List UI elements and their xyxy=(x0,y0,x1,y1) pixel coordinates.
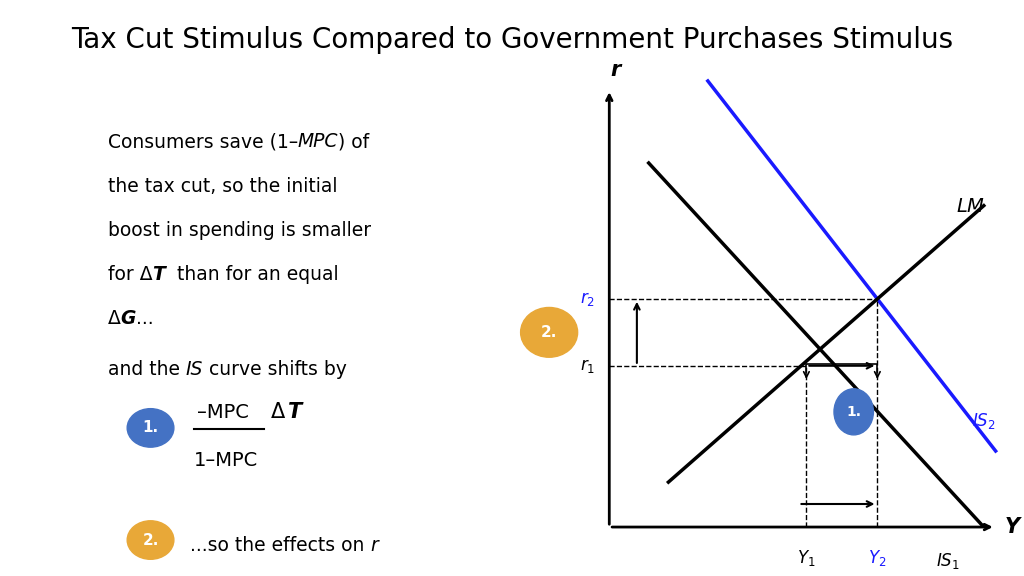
Text: and the: and the xyxy=(108,359,185,378)
Text: MPC: MPC xyxy=(298,132,338,151)
Text: for Δ: for Δ xyxy=(108,265,153,284)
Text: $LM$: $LM$ xyxy=(956,197,985,216)
Text: boost in spending is smaller: boost in spending is smaller xyxy=(108,221,371,240)
Text: –MPC: –MPC xyxy=(197,403,249,422)
Text: curve shifts by: curve shifts by xyxy=(203,359,347,378)
Text: Δ: Δ xyxy=(270,402,285,422)
Text: the tax cut, so the initial: the tax cut, so the initial xyxy=(108,177,337,196)
Text: $Y_2$: $Y_2$ xyxy=(868,548,887,568)
Circle shape xyxy=(127,521,174,559)
Text: 2.: 2. xyxy=(541,325,557,340)
Text: Δ: Δ xyxy=(108,309,121,328)
Text: T: T xyxy=(153,265,165,284)
Text: 1.: 1. xyxy=(846,405,861,419)
Text: G: G xyxy=(121,309,136,328)
Text: ...: ... xyxy=(136,309,154,328)
Circle shape xyxy=(520,308,578,357)
Circle shape xyxy=(127,408,174,447)
Text: $Y_1$: $Y_1$ xyxy=(797,548,816,568)
Text: T: T xyxy=(288,402,302,422)
Text: $r_2$: $r_2$ xyxy=(581,290,596,308)
Text: $\bfit{Y}$: $\bfit{Y}$ xyxy=(1004,517,1022,537)
Text: ...so the effects on: ...so the effects on xyxy=(190,536,371,555)
Circle shape xyxy=(834,389,873,435)
Text: 1–MPC: 1–MPC xyxy=(194,451,258,469)
Text: ) of: ) of xyxy=(338,132,370,151)
Text: $r_1$: $r_1$ xyxy=(581,357,596,375)
Text: $\bfit{r}$: $\bfit{r}$ xyxy=(610,60,624,80)
Text: 2.: 2. xyxy=(142,533,159,548)
Text: r: r xyxy=(371,536,379,555)
Text: Tax Cut Stimulus Compared to Government Purchases Stimulus: Tax Cut Stimulus Compared to Government … xyxy=(71,26,953,54)
Text: 1.: 1. xyxy=(142,420,159,435)
Text: $IS_1$: $IS_1$ xyxy=(937,551,961,571)
Text: Consumers save (1–: Consumers save (1– xyxy=(108,132,298,151)
Text: than for an equal: than for an equal xyxy=(165,265,339,284)
Text: IS: IS xyxy=(185,359,203,378)
Text: $IS_2$: $IS_2$ xyxy=(972,411,995,431)
